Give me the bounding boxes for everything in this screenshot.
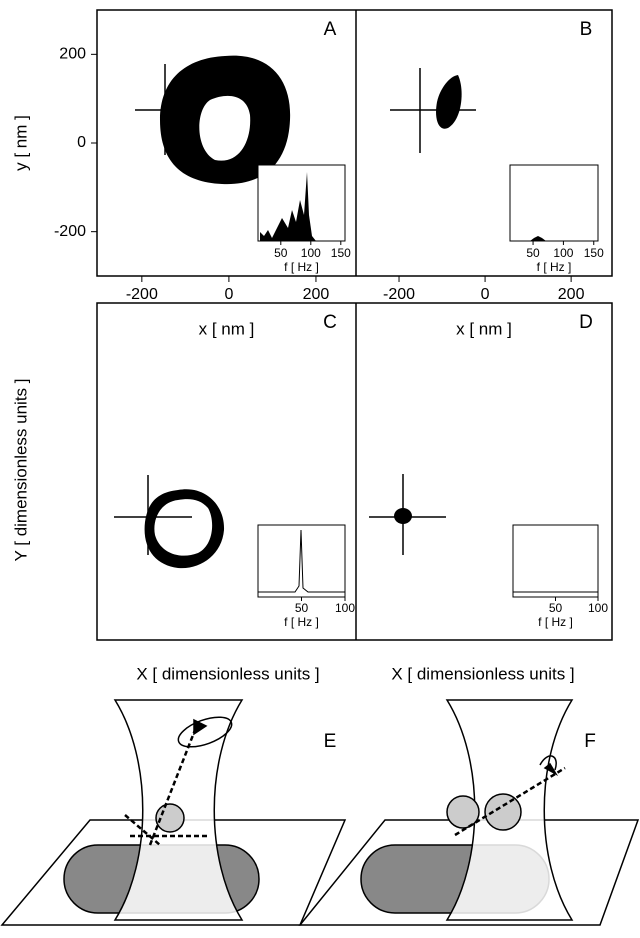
y-tick-label: 0 [77, 134, 86, 151]
x-tick-label: -200 [126, 286, 158, 303]
scatter-cloud [390, 68, 476, 153]
x-tick-label: 200 [558, 286, 585, 303]
inset-tick-label: 150 [331, 246, 351, 260]
scatter-cloud [114, 475, 225, 569]
inset-tick-label: 100 [553, 246, 573, 260]
x-axis-label: X [ dimensionless units ] [136, 664, 319, 683]
x-axis-label: x [ nm ] [456, 319, 512, 338]
x-tick-label: -200 [383, 286, 415, 303]
scatter-cloud [369, 474, 446, 555]
inset-tick-label: 50 [526, 246, 540, 260]
panel-label: B [580, 19, 593, 40]
panel-label: C [323, 312, 337, 333]
panel-label: F [584, 731, 596, 752]
inset-x-label: f [ Hz ] [284, 615, 319, 629]
inset-histogram [530, 236, 546, 241]
x-axis-label: x [ nm ] [199, 319, 255, 338]
x-tick-label: 0 [481, 286, 490, 303]
inset-frame [512, 524, 599, 598]
inset-histogram [260, 172, 316, 241]
inset-tick-label: 150 [584, 246, 604, 260]
x-tick-label: 200 [303, 286, 330, 303]
inset-x-label: f [ Hz ] [284, 260, 319, 274]
scatter-cloud [135, 55, 291, 185]
frame-middle [96, 302, 613, 641]
panel-label: E [324, 731, 337, 752]
panel-label: A [324, 19, 337, 40]
inset-tick-label: 100 [301, 246, 321, 260]
y-axis-label: y [ nm ] [11, 115, 30, 171]
y-tick-label: 200 [59, 46, 86, 63]
inset-frame [509, 164, 599, 242]
panel-label: D [579, 312, 593, 333]
y-axis-label: Y [ dimensionless units ] [11, 379, 30, 562]
x-tick-label: 0 [224, 286, 233, 303]
inset-tick-label: 50 [549, 601, 563, 615]
inset-spectrum [258, 529, 345, 593]
diagram-e [0, 699, 347, 926]
inset-tick-label: 100 [588, 601, 608, 615]
inset-tick-label: 50 [295, 601, 309, 615]
inset-tick-label: 100 [335, 601, 355, 615]
inset-x-label: f [ Hz ] [538, 615, 573, 629]
inset-tick-label: 50 [274, 246, 288, 260]
x-axis-label: X [ dimensionless units ] [391, 664, 574, 683]
inset-x-label: f [ Hz ] [537, 260, 572, 274]
y-tick-label: -200 [54, 223, 86, 240]
diagram-f [298, 699, 640, 926]
